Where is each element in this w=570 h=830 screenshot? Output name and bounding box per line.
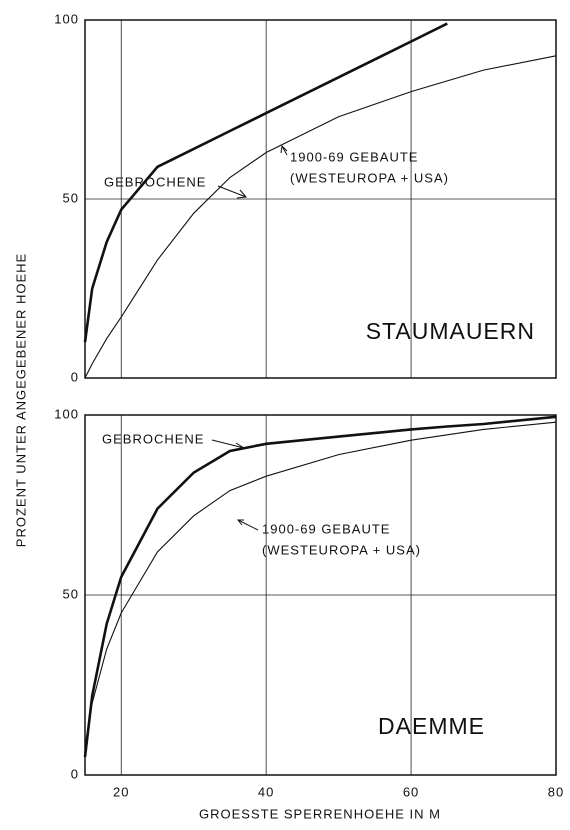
series-label: GEBROCHENE: [102, 431, 204, 446]
panel-title: STAUMAUERN: [366, 318, 535, 344]
series-label: GEBROCHENE: [104, 174, 206, 189]
x-axis-label: GROESSTE SPERRENHOEHE IN M: [199, 806, 441, 821]
arrow: [280, 144, 288, 156]
y-tick-label: 50: [63, 586, 79, 601]
line: [84, 55, 557, 379]
line: [84, 421, 557, 747]
plot-frame: [84, 414, 557, 776]
line: [83, 415, 557, 758]
annotation: (WESTEUROPA + USA): [262, 542, 421, 557]
line: [83, 22, 448, 343]
x-tick-label: 60: [403, 784, 419, 799]
y-tick-label: 100: [54, 11, 79, 26]
y-tick-label: 0: [71, 766, 79, 781]
x-tick-label: 20: [113, 784, 129, 799]
arrow: [236, 519, 259, 531]
x-tick-label: 80: [548, 784, 564, 799]
arrow: [217, 185, 247, 199]
annotation: (WESTEUROPA + USA): [290, 170, 449, 185]
x-tick-label: 40: [258, 784, 274, 799]
arrow: [211, 439, 246, 451]
series-label: 1900-69 GEBAUTE: [290, 149, 418, 164]
plot-frame: [84, 19, 557, 379]
series-label: 1900-69 GEBAUTE: [262, 521, 390, 536]
panel-title: DAEMME: [378, 713, 485, 739]
y-axis-label: PROZENT UNTER ANGEGEBENER HOEHE: [13, 253, 28, 547]
y-tick-label: 50: [63, 190, 79, 205]
y-tick-label: 0: [71, 369, 79, 384]
y-tick-label: 100: [54, 406, 79, 421]
